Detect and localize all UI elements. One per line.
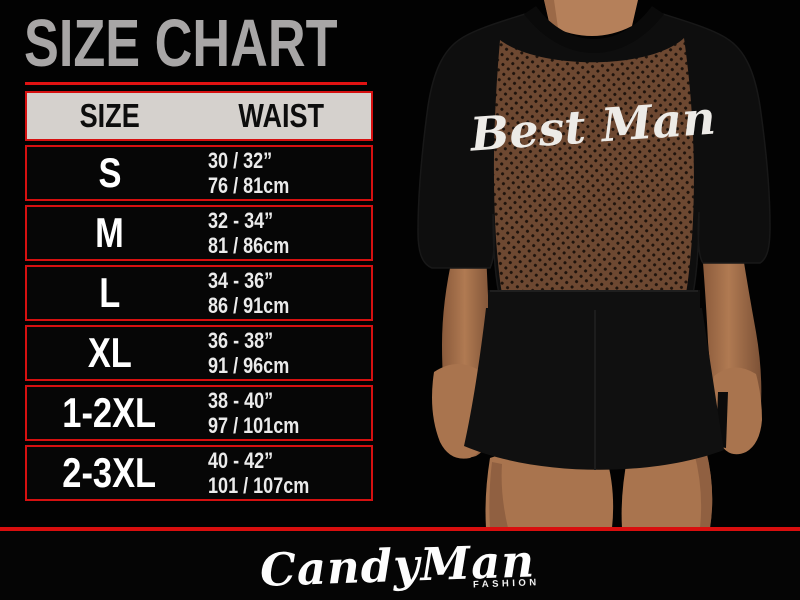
table-row: 1-2XL 38 - 40” 97 / 101cm: [25, 385, 373, 442]
size-cell: M: [95, 209, 124, 257]
waist-cell: 34 - 36” 86 / 91cm: [208, 267, 290, 319]
left-leg-shadow: [489, 462, 508, 528]
waist-cell: 40 - 42” 101 / 107cm: [208, 447, 310, 499]
waist-cell: 30 / 32” 76 / 81cm: [208, 147, 290, 199]
brand-tagline: FASHION: [472, 577, 540, 591]
table-row: S 30 / 32” 76 / 81cm: [25, 145, 373, 202]
neck-shadow: [544, 0, 558, 28]
waist-cell: 32 - 34” 81 / 86cm: [208, 207, 290, 259]
size-cell: L: [99, 269, 121, 317]
robe-belt: [488, 290, 700, 310]
size-cell: 2-3XL: [62, 449, 157, 497]
footer-divider-line: [0, 527, 800, 531]
table-row: M 32 - 34” 81 / 86cm: [25, 205, 373, 262]
brand-logo: CandyMan FASHION: [259, 534, 541, 597]
right-leg-shadow: [694, 450, 713, 528]
column-header-size: SIZE: [79, 97, 140, 135]
robe-collar: [524, 6, 664, 53]
neck: [544, 0, 638, 36]
title-underline: [25, 82, 367, 86]
size-chart-pane: SIZE CHART SIZE WAIST S 30 / 32” 76 / 81…: [22, 4, 380, 502]
waist-cell: 36 - 38” 91 / 96cm: [208, 327, 290, 379]
table-header-row: SIZE WAIST: [25, 91, 373, 142]
size-cell: 1-2XL: [62, 389, 157, 437]
size-cell: XL: [87, 329, 132, 377]
footer: CandyMan FASHION: [0, 531, 800, 600]
size-cell: S: [98, 149, 122, 197]
product-photo: Best Man: [388, 0, 800, 528]
page-title: SIZE CHART: [24, 6, 338, 81]
waist-cell: 38 - 40” 97 / 101cm: [208, 387, 300, 439]
table-row: L 34 - 36” 86 / 91cm: [25, 265, 373, 322]
mesh-back-panel: [493, 38, 694, 294]
size-table: SIZE WAIST S 30 / 32” 76 / 81cm M 32 - 3…: [25, 91, 373, 502]
table-row: XL 36 - 38” 91 / 96cm: [25, 325, 373, 382]
table-row: 2-3XL 40 - 42” 101 / 107cm: [25, 445, 373, 502]
column-header-waist: WAIST: [238, 97, 325, 135]
